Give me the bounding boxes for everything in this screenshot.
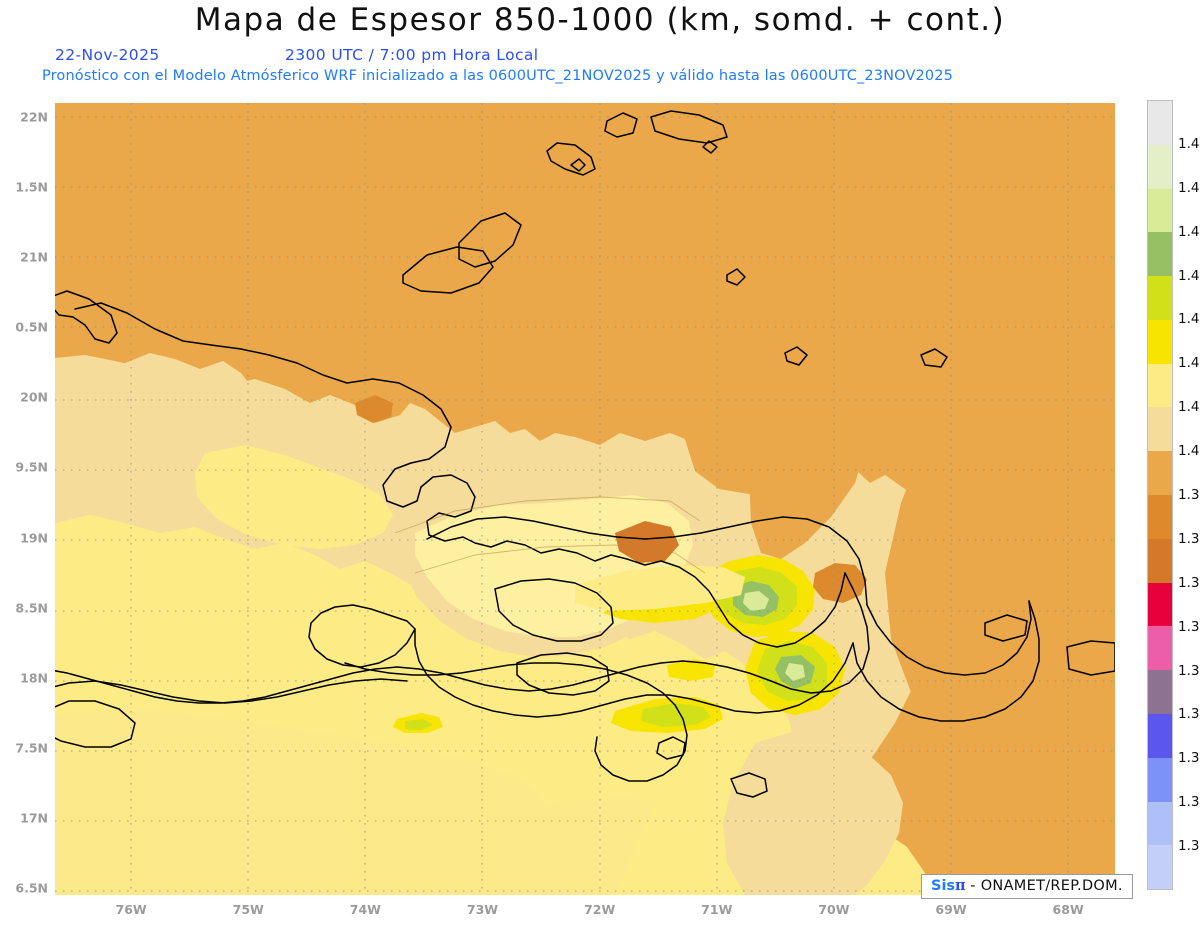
colorbar-tick-1.404: 1.404 bbox=[1178, 443, 1200, 460]
x-axis-tick-73W: 73W bbox=[466, 902, 499, 917]
x-axis-tick-68W: 68W bbox=[1052, 902, 1084, 917]
colorbar-band-7 bbox=[1148, 407, 1172, 452]
colorbar-tick-1.41: 1.41 bbox=[1178, 399, 1200, 416]
x-axis-tick-75W: 75W bbox=[232, 902, 264, 917]
colorbar-band-4 bbox=[1148, 276, 1172, 320]
colorbar-band-2 bbox=[1148, 188, 1172, 233]
valid-date-label: 22-Nov-2025 bbox=[55, 46, 160, 64]
colorbar-tick-1.416: 1.416 bbox=[1178, 355, 1200, 372]
colorbar-band-11 bbox=[1148, 582, 1172, 627]
colorbar-tick-1.356: 1.356 bbox=[1178, 794, 1200, 811]
colorbar-tick-1.362: 1.362 bbox=[1178, 750, 1200, 767]
valid-time-label: 2300 UTC / 7:00 pm Hora Local bbox=[285, 46, 539, 64]
colorbar-tick-1.368: 1.368 bbox=[1178, 706, 1200, 723]
x-axis-tick-71W: 71W bbox=[701, 902, 733, 917]
y-axis-tick-17N: 17N bbox=[20, 810, 48, 826]
colorbar-tick-1.422: 1.422 bbox=[1178, 311, 1200, 328]
y-axis-tick-9.5N: 9.5N bbox=[15, 459, 48, 475]
colorbar-band-16 bbox=[1148, 801, 1172, 846]
colorbar-band-14 bbox=[1148, 713, 1172, 758]
colorbar-tick-1.35: 1.35 bbox=[1178, 838, 1200, 855]
x-axis-tick-72W: 72W bbox=[584, 902, 616, 917]
colorbar-band-5 bbox=[1148, 319, 1172, 364]
colorbar-band-12 bbox=[1148, 626, 1172, 671]
logo-agency-text: - ONAMET/REP.DOM. bbox=[970, 878, 1123, 894]
colorbar-band-15 bbox=[1148, 757, 1172, 802]
y-axis-tick-7.5N: 7.5N bbox=[15, 740, 48, 756]
colorbar-band-13 bbox=[1148, 670, 1172, 714]
colorbar-tick-labels: 1.446 1.44 1.434 1.428 1.422 1.416 1.41 1.404 1.… bbox=[1175, 100, 1200, 890]
colorbar-tick-1.38: 1.38 bbox=[1178, 618, 1200, 635]
x-axis-tick-69W: 69W bbox=[935, 902, 967, 917]
thickness-contour-map bbox=[55, 103, 1115, 895]
y-axis-tick-0.5N: 0.5N bbox=[15, 319, 48, 335]
colorbar-tick-1.446: 1.446 bbox=[1178, 135, 1200, 152]
model-run-note: Pronóstico con el Modelo Atmósferico WRF… bbox=[42, 68, 954, 84]
colorbar-band-8 bbox=[1148, 451, 1172, 496]
page-title: Mapa de Espesor 850-1000 (km, somd. + co… bbox=[194, 2, 1006, 38]
x-axis-tick-74W: 74W bbox=[349, 902, 381, 917]
y-axis-tick-1.5N: 1.5N bbox=[15, 179, 48, 195]
y-axis-tick-22N: 22N bbox=[20, 109, 48, 125]
colorbar-tick-1.398: 1.398 bbox=[1178, 487, 1200, 503]
colorbar-band-10 bbox=[1148, 538, 1172, 583]
y-axis-tick-8.5N: 8.5N bbox=[15, 600, 48, 616]
colorbar-band-1 bbox=[1148, 144, 1172, 189]
colorbar-band-3 bbox=[1148, 232, 1172, 277]
colorbar-band-0 bbox=[1148, 101, 1172, 145]
y-axis-tick-6.5N: 6.5N bbox=[15, 880, 48, 896]
y-axis-tick-19N: 19N bbox=[20, 530, 48, 546]
colorbar-tick-1.386: 1.386 bbox=[1178, 574, 1200, 591]
colorbar-band-17 bbox=[1148, 845, 1172, 890]
y-axis-tick-21N: 21N bbox=[20, 249, 48, 265]
logo-sis-text: Sis bbox=[931, 878, 956, 894]
colorbar-tick-1.44: 1.44 bbox=[1178, 179, 1200, 196]
header: Mapa de Espesor 850-1000 (km, somd. + co… bbox=[0, 0, 1200, 96]
colorbar-tick-1.374: 1.374 bbox=[1178, 662, 1200, 679]
logo-pi-icon: π bbox=[955, 877, 966, 894]
colorbar-tick-1.428: 1.428 bbox=[1178, 267, 1200, 284]
y-axis-tick-20N: 20N bbox=[20, 389, 48, 405]
colorbar[interactable] bbox=[1147, 100, 1173, 890]
colorbar-band-9 bbox=[1148, 495, 1172, 539]
y-axis-tick-18N: 18N bbox=[20, 670, 48, 686]
map-plot-area[interactable] bbox=[55, 103, 1115, 895]
colorbar-tick-1.392: 1.392 bbox=[1178, 530, 1200, 547]
x-axis-tick-70W: 70W bbox=[818, 902, 850, 917]
provider-logo: Sisπ - ONAMET/REP.DOM. bbox=[921, 874, 1133, 900]
colorbar-tick-1.434: 1.434 bbox=[1178, 223, 1200, 240]
x-axis-tick-76W: 76W bbox=[115, 902, 147, 917]
colorbar-band-6 bbox=[1148, 363, 1172, 408]
